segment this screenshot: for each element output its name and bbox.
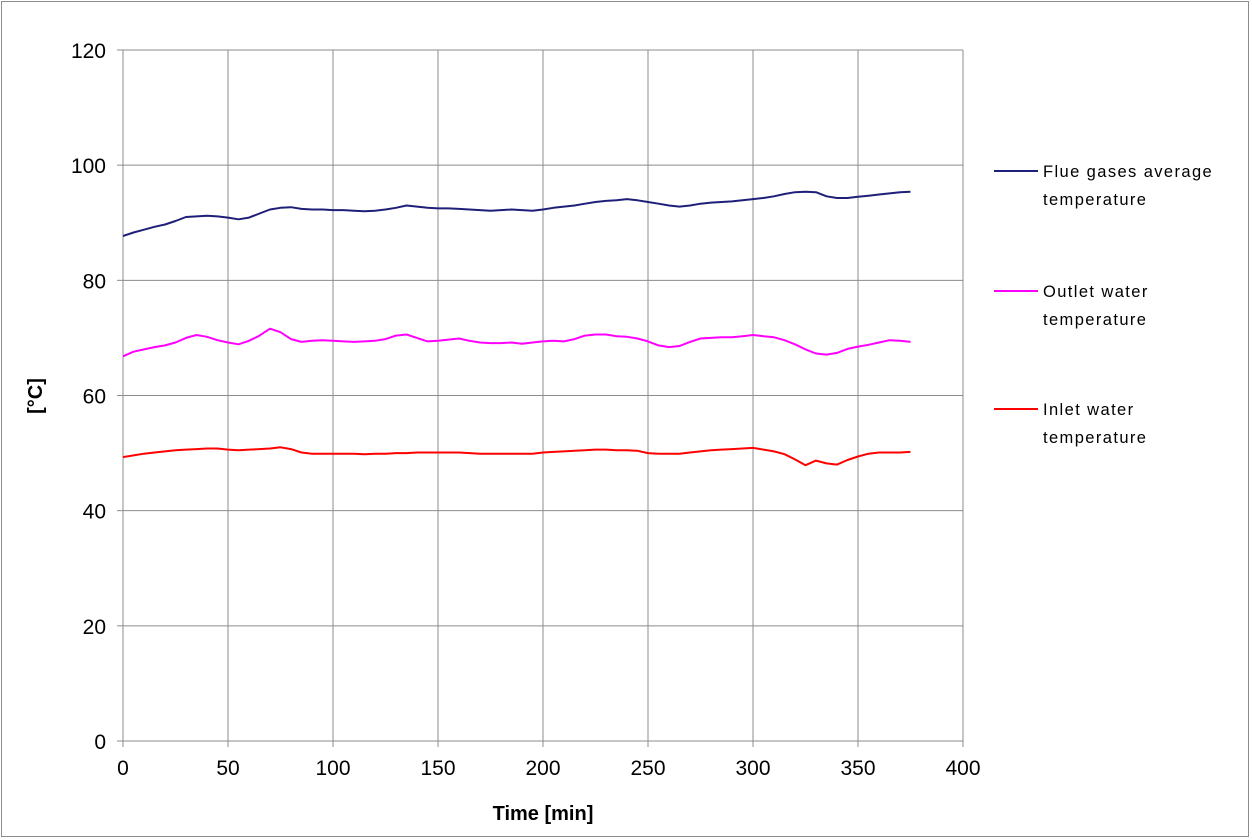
x-tick-label: 250: [630, 757, 665, 780]
y-tick-label: 20: [83, 616, 106, 639]
series-line-1: [122, 190, 911, 237]
x-tick-label: 50: [216, 757, 239, 780]
series-line-2: [122, 327, 911, 358]
tick-labels: 0 50 100 150 200 250 300 350 400 0 20 40 60 80 100 120: [71, 40, 981, 780]
axes: [117, 49, 964, 747]
series-line-3: [122, 446, 911, 467]
x-axis-title: Time [min]: [493, 803, 594, 825]
legend-label: temperature: [1043, 429, 1147, 447]
x-tick-label: 350: [840, 757, 875, 780]
legend-label: Outlet water: [1043, 283, 1149, 301]
series-lines: [122, 190, 911, 467]
legend-label: temperature: [1043, 311, 1147, 329]
gridlines: [123, 49, 964, 741]
x-tick-label: 400: [945, 757, 980, 780]
x-tick-label: 150: [420, 757, 455, 780]
y-tick-label: 60: [83, 386, 106, 409]
y-tick-label: 0: [94, 731, 106, 754]
y-tick-label: 40: [83, 501, 106, 524]
x-tick-label: 300: [735, 757, 770, 780]
x-tick-label: 0: [117, 757, 129, 780]
y-tick-label: 120: [71, 40, 106, 63]
legend-label: Flue gases average: [1043, 163, 1213, 181]
x-tick-label: 100: [315, 757, 350, 780]
x-tick-label: 200: [525, 757, 560, 780]
legend-label: temperature: [1043, 191, 1147, 209]
y-tick-label: 80: [83, 270, 106, 293]
legend-label: Inlet water: [1043, 401, 1135, 419]
y-axis-title: [°C]: [25, 378, 47, 414]
legend-entry-3: Inlet water temperature: [994, 401, 1147, 447]
legend-entry-2: Outlet water temperature: [994, 283, 1149, 329]
y-tick-label: 100: [71, 155, 106, 178]
legend-entry-1: Flue gases average temperature: [994, 163, 1213, 209]
